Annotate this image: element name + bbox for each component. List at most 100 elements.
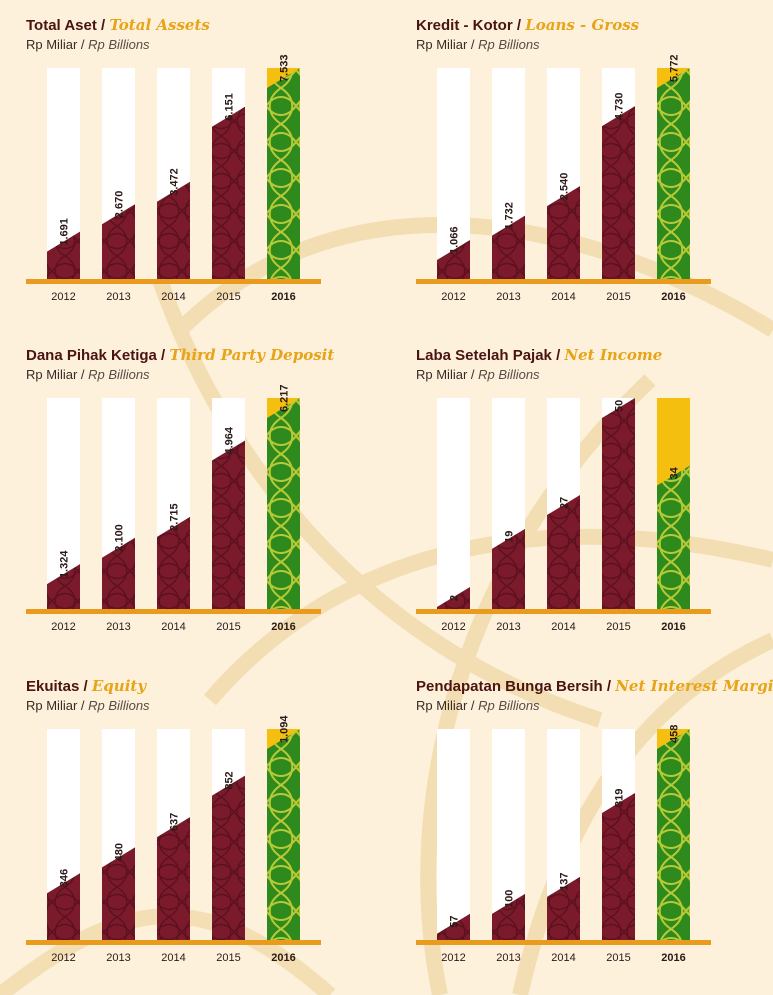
category-label: 2014	[161, 291, 185, 303]
data-label: 4.730	[614, 93, 626, 121]
data-label: 7.533	[279, 54, 291, 82]
bar	[547, 186, 580, 279]
category-label: 2015	[216, 621, 240, 633]
data-label: 319	[614, 789, 626, 807]
bar	[102, 847, 135, 940]
data-label: 50	[614, 400, 626, 412]
data-label: 1.066	[449, 227, 461, 255]
title-id: Ekuitas	[26, 678, 80, 695]
data-label: 2.715	[169, 503, 181, 531]
category-label: 2013	[496, 291, 520, 303]
data-label: 57	[449, 915, 461, 927]
chart-total-assets: Total Aset / Total Assets Rp Miliar / Rp…	[26, 16, 376, 316]
bar	[102, 204, 135, 279]
chart-third-party-deposit: Dana Pihak Ketiga / Third Party Deposit …	[26, 346, 376, 646]
data-label: 6.217	[279, 384, 291, 412]
unit-en: Rp Billions	[88, 37, 150, 52]
bar	[437, 587, 470, 609]
bar-plot: 1.066 2012 1.732 2013 2.540 2014 4.730 2015 5.77…	[416, 54, 711, 303]
title-id: Dana Pihak Ketiga	[26, 347, 157, 364]
bar-plot: 346 2012 480 2013 637 2014 852 2015 1.094 2016	[26, 715, 321, 964]
data-label: 27	[559, 497, 571, 509]
title-id: Kredit - Kotor	[416, 17, 513, 34]
bar	[267, 68, 300, 279]
axis-baseline	[26, 609, 321, 614]
unit-en: Rp Billions	[88, 367, 150, 382]
chart-title: Total Aset / Total Assets	[26, 16, 210, 34]
bar	[157, 516, 190, 609]
title-en: Total Assets	[109, 16, 210, 34]
category-label: 2013	[106, 952, 130, 964]
bar	[547, 495, 580, 609]
bar-plot: 2 2012 19 2013 27 2014 50 2015 34 2016	[416, 398, 711, 633]
bar	[437, 913, 470, 940]
title-id: Total Aset	[26, 17, 97, 34]
bar	[212, 106, 245, 279]
bar	[657, 465, 690, 609]
axis-baseline	[416, 609, 711, 614]
category-label: 2012	[51, 952, 75, 964]
data-label: 5.772	[669, 54, 681, 82]
chart-unit: Rp Miliar / Rp Billions	[26, 698, 150, 713]
title-id: Laba Setelah Pajak	[416, 347, 552, 364]
title-en: Net Interest Margin	[615, 677, 773, 695]
category-label: 2014	[161, 952, 185, 964]
chart-net-interest-margin: Pendapatan Bunga Bersih / Net Interest M…	[416, 677, 773, 977]
category-label: 2015	[606, 952, 630, 964]
axis-baseline	[26, 940, 321, 945]
bar	[437, 240, 470, 279]
category-label: 2012	[441, 952, 465, 964]
title-en: Third Party Deposit	[169, 346, 335, 364]
bar	[657, 68, 690, 279]
bar	[47, 231, 80, 279]
bar-plot: 1.691 2012 2.670 2013 3.472 2014 6.151 2015 7.53…	[26, 54, 321, 303]
unit-id: Rp Miliar	[416, 37, 468, 52]
category-label: 2012	[441, 621, 465, 633]
bar	[212, 440, 245, 609]
unit-id: Rp Miliar	[26, 698, 78, 713]
category-label: 2016	[661, 291, 685, 303]
category-label: 2013	[106, 621, 130, 633]
bar-track	[437, 398, 470, 609]
data-label: 19	[504, 531, 516, 543]
bar-track	[437, 729, 470, 940]
category-label: 2015	[216, 291, 240, 303]
bar	[602, 793, 635, 940]
chart-equity: Ekuitas / Equity Rp Miliar / Rp Billions…	[26, 677, 376, 977]
unit-en: Rp Billions	[478, 698, 540, 713]
category-label: 2014	[161, 621, 185, 633]
data-label: 3.472	[169, 168, 181, 196]
category-label: 2014	[551, 621, 575, 633]
bar	[212, 775, 245, 940]
category-label: 2016	[271, 621, 295, 633]
data-label: 1.732	[504, 202, 516, 230]
unit-en: Rp Billions	[88, 698, 150, 713]
category-label: 2015	[216, 952, 240, 964]
category-label: 2015	[606, 291, 630, 303]
bar	[492, 893, 525, 940]
bar	[492, 528, 525, 609]
data-label: 137	[559, 873, 571, 891]
title-id: Pendapatan Bunga Bersih	[416, 678, 603, 695]
bar	[602, 398, 635, 609]
category-label: 2016	[271, 952, 295, 964]
data-label: 2.100	[114, 524, 126, 552]
data-label: 100	[504, 890, 516, 908]
category-label: 2014	[551, 952, 575, 964]
data-label: 458	[669, 725, 681, 743]
data-label: 2	[449, 595, 461, 601]
chart-unit: Rp Miliar / Rp Billions	[416, 698, 540, 713]
bar	[102, 537, 135, 609]
data-label: 1.691	[59, 218, 71, 246]
category-label: 2016	[661, 952, 685, 964]
unit-id: Rp Miliar	[26, 367, 78, 382]
bar	[492, 215, 525, 279]
chart-title: Ekuitas / Equity	[26, 677, 147, 695]
bar-plot: 1.324 2012 2.100 2013 2.715 2014 4.964 2015 6.21…	[26, 384, 321, 633]
chart-unit: Rp Miliar / Rp Billions	[416, 367, 540, 382]
unit-en: Rp Billions	[478, 367, 540, 382]
chart-title: Dana Pihak Ketiga / Third Party Deposit	[26, 346, 335, 364]
data-label: 346	[59, 869, 71, 887]
category-label: 2012	[51, 621, 75, 633]
data-label: 1.094	[279, 715, 291, 743]
